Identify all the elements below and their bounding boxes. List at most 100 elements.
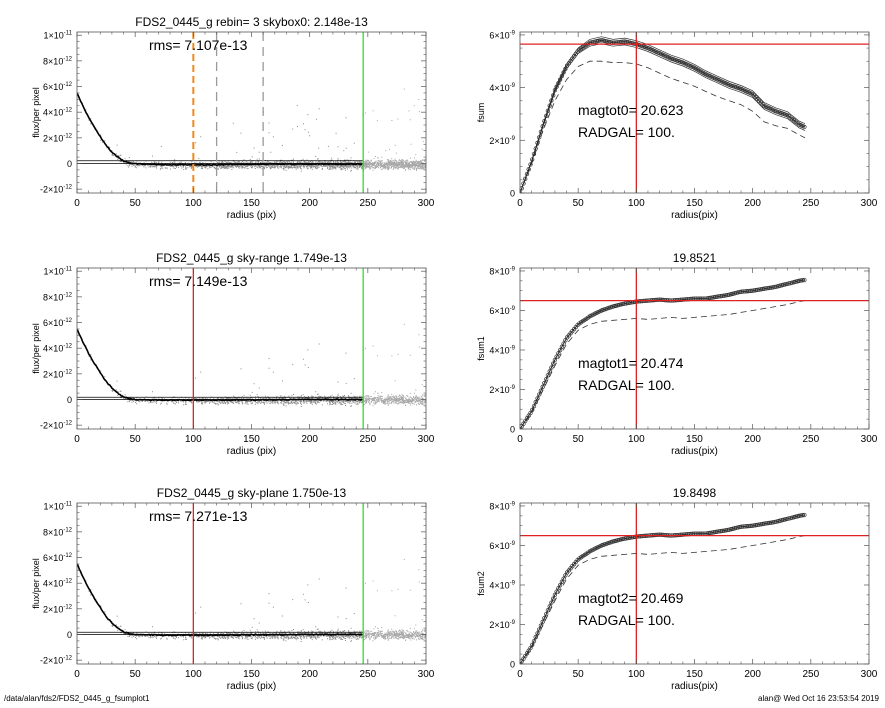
plot-area xyxy=(520,268,869,429)
y-tick-label: 6×10-9 xyxy=(489,30,515,40)
x-axis-label: radius (pix) xyxy=(227,446,276,457)
x-tick-label: 300 xyxy=(418,669,435,680)
y-tick-label: 0 xyxy=(67,159,72,169)
panel-right-3: magtot2= 20.469 RADGAL= 100. 0 50 100 150 200 2… xyxy=(476,486,878,692)
annotation-1: RADGAL= 100. xyxy=(578,377,675,393)
y-tick-label: 0 xyxy=(510,660,515,670)
plot-area xyxy=(520,32,869,193)
x-tick-label: 0 xyxy=(74,434,80,445)
x-tick-label: 200 xyxy=(301,434,318,445)
plot-frame xyxy=(76,502,427,665)
panel-title: FDS2_0445_g sky-range 1.749e-13 xyxy=(156,251,347,265)
x-tick-label: 150 xyxy=(243,669,260,680)
x-tick-label: 250 xyxy=(359,198,376,209)
y-axis-label: fsum xyxy=(476,103,486,123)
y-tick-label: 8×10-12 xyxy=(43,527,73,537)
x-tick-label: 100 xyxy=(185,434,202,445)
plot-frame xyxy=(76,31,427,194)
x-tick-label: 50 xyxy=(573,669,585,680)
x-tick-label: 250 xyxy=(802,669,819,680)
y-tick-label: 4×10-12 xyxy=(43,108,73,118)
x-axis-label: radius(pix) xyxy=(671,210,718,221)
y-tick-label: 0 xyxy=(510,189,515,199)
y-tick-label: 6×10-12 xyxy=(43,82,73,92)
x-tick-label: 0 xyxy=(517,198,523,209)
x-axis-label: radius(pix) xyxy=(671,681,718,692)
y-tick-label: 4×10-9 xyxy=(489,83,515,93)
rms-annotation: rms= 7.107e-13 xyxy=(149,37,248,53)
y-tick-label: 4×10-9 xyxy=(489,580,515,590)
x-tick-label: 250 xyxy=(802,434,819,445)
y-tick-label: 2×10-12 xyxy=(43,133,73,143)
x-tick-label: 200 xyxy=(744,198,761,209)
y-tick-label: 2×10-9 xyxy=(489,385,515,395)
y-tick-label: 6×10-12 xyxy=(43,318,73,328)
y-tick-label: 4×10-9 xyxy=(489,345,515,355)
x-tick-label: 200 xyxy=(301,198,318,209)
y-axis-label: flux/per pixel xyxy=(31,558,41,609)
y-tick-label: 8×10-12 xyxy=(43,292,73,302)
pixel-scatter xyxy=(85,343,365,407)
panel-right-2: magtot1= 20.474 RADGAL= 100. 0 50 100 150 200 2… xyxy=(476,251,878,457)
y-axis-label: fsum1 xyxy=(476,336,486,361)
plot-frame xyxy=(519,502,870,665)
x-tick-label: 300 xyxy=(861,434,878,445)
x-tick-label: 100 xyxy=(628,434,645,445)
envelope-curve xyxy=(520,43,806,193)
x-tick-label: 150 xyxy=(243,198,260,209)
y-tick-label: 0 xyxy=(510,425,515,435)
y-tick-label: 1×10-11 xyxy=(43,267,72,277)
plot-area xyxy=(77,268,426,429)
x-tick-label: 200 xyxy=(301,669,318,680)
panel-title: FDS2_0445_g rebin= 3 skybox0: 2.148e-13 xyxy=(135,15,368,29)
y-axis-label: flux/per pixel xyxy=(31,323,41,374)
x-axis-label: radius (pix) xyxy=(227,681,276,692)
y-tick-label: -2×10-12 xyxy=(40,656,73,666)
plot-area xyxy=(77,32,426,193)
x-tick-label: 150 xyxy=(686,669,703,680)
fsum-symbols xyxy=(520,38,807,193)
x-tick-label: 200 xyxy=(744,434,761,445)
panel-right-1: magtot0= 20.623 RADGAL= 100. 0 50 100 150 200 2… xyxy=(476,30,878,221)
plot-frame xyxy=(76,267,427,430)
y-tick-label: 6×10-9 xyxy=(489,541,515,551)
x-tick-label: 200 xyxy=(744,669,761,680)
dashed-curve xyxy=(520,60,806,193)
panel-left-1: rms= 7.107e-13 0 50 100 150 200 250 300 1×10-11 8… xyxy=(31,15,435,221)
y-tick-label: 0 xyxy=(67,630,72,640)
panel-title: 19.8498 xyxy=(673,486,717,500)
y-tick-label: 8×10-12 xyxy=(43,56,73,66)
x-tick-label: 50 xyxy=(130,669,142,680)
x-tick-label: 0 xyxy=(517,669,523,680)
x-tick-label: 100 xyxy=(628,669,645,680)
y-tick-label: 1×10-11 xyxy=(43,31,72,41)
rms-annotation: rms= 7.271e-13 xyxy=(149,508,248,524)
y-tick-label: 1×10-11 xyxy=(43,502,72,512)
panel-left-3: rms= 7.271e-13 0 50 100 150 200 250 300 1×10-11 8… xyxy=(31,486,435,692)
annotation-1: RADGAL= 100. xyxy=(578,612,675,628)
y-tick-label: 8×10-9 xyxy=(489,501,515,511)
annotation-1: RADGAL= 100. xyxy=(578,124,675,140)
x-tick-label: 150 xyxy=(243,434,260,445)
y-tick-label: 8×10-9 xyxy=(489,266,515,276)
panel-left-2: rms= 7.149e-13 0 50 100 150 200 250 300 1×10-11 8… xyxy=(31,251,435,457)
y-tick-label: 2×10-12 xyxy=(43,604,73,614)
x-tick-label: 50 xyxy=(573,434,585,445)
profile-curve xyxy=(77,328,363,402)
panel-title: 19.8521 xyxy=(673,251,717,265)
x-tick-label: 100 xyxy=(628,198,645,209)
annotation-0: magtot0= 20.623 xyxy=(578,102,684,118)
x-tick-label: 300 xyxy=(861,669,878,680)
plot-frame xyxy=(519,267,870,430)
x-tick-label: 0 xyxy=(517,434,523,445)
pixel-scatter-outer xyxy=(363,558,426,642)
plot-area xyxy=(520,503,869,664)
x-tick-label: 50 xyxy=(130,198,142,209)
pixel-scatter-outer xyxy=(363,88,426,171)
x-tick-label: 50 xyxy=(130,434,142,445)
pixel-scatter xyxy=(85,578,365,642)
x-tick-label: 0 xyxy=(74,198,80,209)
fsum-curve xyxy=(520,39,806,193)
y-tick-label: 2×10-9 xyxy=(489,620,515,630)
